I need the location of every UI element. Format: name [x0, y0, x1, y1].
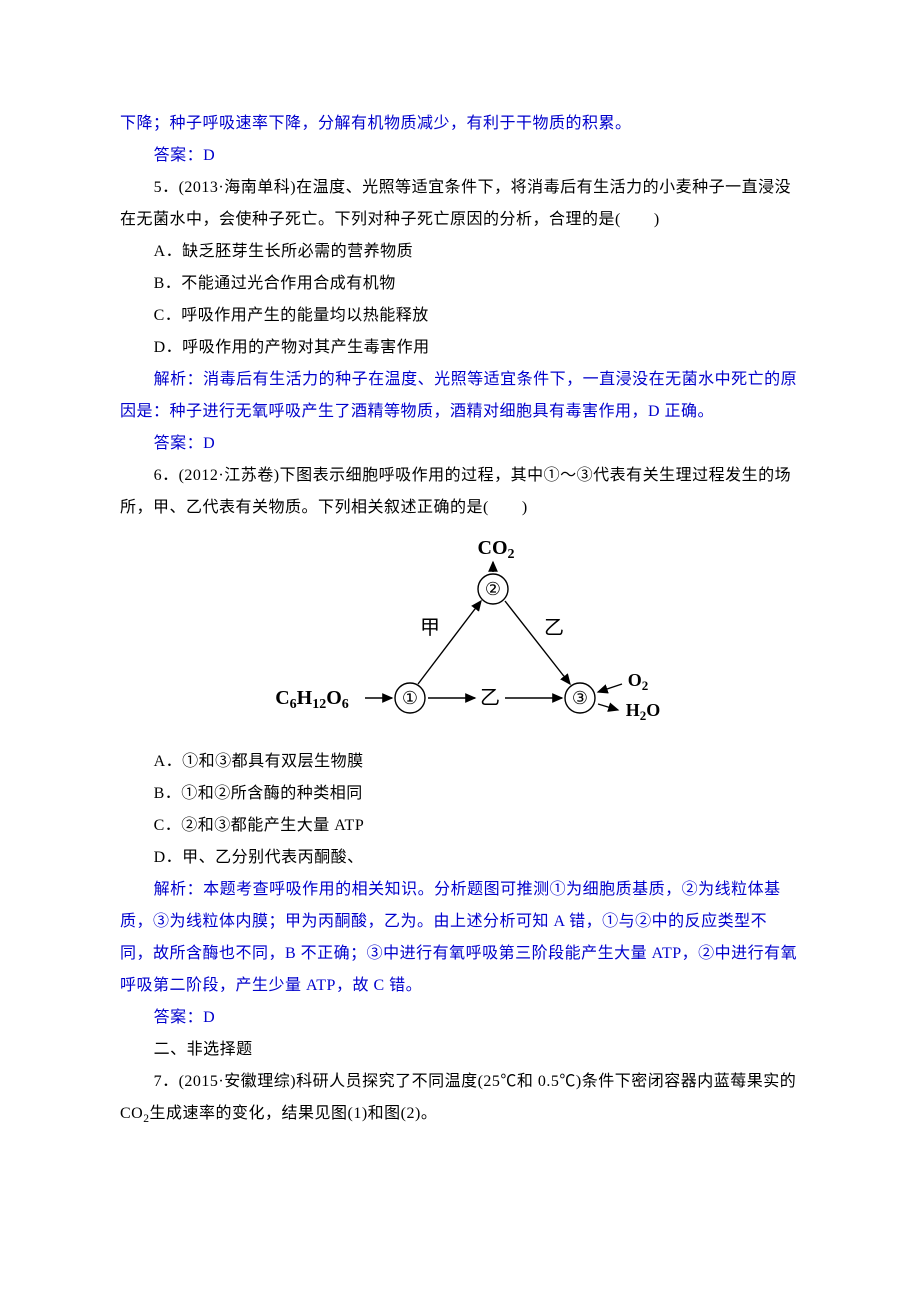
- q6-explain: 解析：本题考查呼吸作用的相关知识。分析题图可推测①为细胞质基质，②为线粒体基质，…: [120, 874, 800, 1002]
- q5-explain-body: 消毒后有生活力的种子在温度、光照等适宜条件下，一直浸没在无菌水中死亡的原因是：种…: [120, 371, 797, 420]
- diagram-arrow-down-right: [505, 601, 570, 684]
- q6-stem: 6．(2012·江苏卷)下图表示细胞呼吸作用的过程，其中①～③代表有关生理过程发…: [120, 460, 800, 524]
- page: 下降；种子呼吸速率下降，分解有机物质减少，有利于干物质的积累。 答案：D 5．(…: [0, 0, 920, 1302]
- diagram-jia: 甲: [420, 617, 440, 639]
- diagram-arrow-up-left: [418, 601, 481, 684]
- q5-stem: 5．(2013·海南单科)在温度、光照等适宜条件下，将消毒后有生活力的小麦种子一…: [120, 172, 800, 236]
- q5-explain: 解析：消毒后有生活力的种子在温度、光照等适宜条件下，一直浸没在无菌水中死亡的原因…: [120, 364, 800, 428]
- q7-stem: 7．(2015·安徽理综)科研人员探究了不同温度(25℃和 0.5℃)条件下密闭…: [120, 1066, 800, 1131]
- q5-option-a: A．缺乏胚芽生长所必需的营养物质: [120, 236, 800, 268]
- q5-explain-label: 解析：: [154, 371, 204, 388]
- q6-option-c: C．②和③都能产生大量 ATP: [120, 810, 800, 842]
- diagram-arrow-o2: [598, 684, 622, 692]
- q4-answer: 答案：D: [120, 140, 800, 172]
- diagram-yi-diag: 乙: [544, 617, 564, 639]
- q5-option-d: D．呼吸作用的产物对其产生毒害作用: [120, 332, 800, 364]
- diagram-glucose: C6H12O6: [275, 687, 349, 712]
- q6-option-d: D．甲、乙分别代表丙酮酸、: [120, 842, 800, 874]
- q6-option-a: A．①和③都具有双层生物膜: [120, 746, 800, 778]
- q6-answer: 答案：D: [120, 1002, 800, 1034]
- q5-option-c: C．呼吸作用产生的能量均以热能释放: [120, 300, 800, 332]
- diagram-arrow-h2o: [598, 704, 618, 710]
- q5-option-b: B．不能通过光合作用合成有机物: [120, 268, 800, 300]
- diagram-yi-mid: 乙: [480, 687, 500, 709]
- q5-answer: 答案：D: [120, 428, 800, 460]
- diagram-h2o: H2O: [626, 700, 660, 723]
- diagram-node-1-label: ①: [402, 688, 418, 708]
- diagram-co2: CO2: [478, 537, 515, 562]
- q6-option-b: B．①和②所含酶的种类相同: [120, 778, 800, 810]
- section-2-heading: 二、非选择题: [120, 1034, 800, 1066]
- q4-explain-tail: 下降；种子呼吸速率下降，分解有机物质减少，有利于干物质的积累。: [120, 108, 800, 140]
- diagram-o2: O2: [628, 670, 649, 693]
- q7-stem-part2: 生成速率的变化，结果见图(1)和图(2)。: [150, 1105, 438, 1122]
- q6-diagram: C6H12O6 ① 乙 ③ O2 H2O 甲 ② CO2 乙: [260, 534, 660, 734]
- diagram-node-3-label: ③: [572, 688, 588, 708]
- diagram-node-2-label: ②: [485, 579, 501, 599]
- q6-explain-body: 本题考查呼吸作用的相关知识。分析题图可推测①为细胞质基质，②为线粒体基质，③为线…: [120, 881, 797, 994]
- q6-explain-label: 解析：: [154, 881, 204, 898]
